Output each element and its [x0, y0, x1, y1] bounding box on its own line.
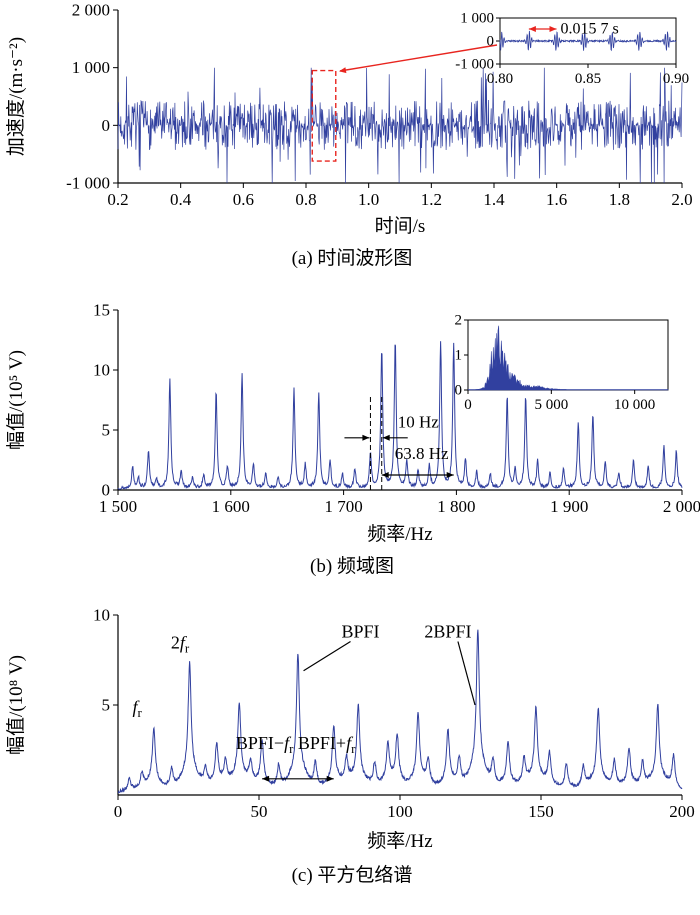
x-axis-label: 频率/Hz — [367, 523, 432, 545]
arrowhead — [339, 67, 347, 74]
inset-x-tick-label: 0.85 — [575, 71, 601, 87]
chart-caption: (a) 时间波形图 — [292, 247, 413, 269]
waveform-series — [117, 67, 683, 184]
frequency-spectrum-chart: 1 500 1 600 1 700 1 800 1 900 2 000051015频率/H… — [5, 301, 700, 578]
x-tick-label: 1 500 — [99, 497, 137, 516]
peak-label: fr — [133, 697, 143, 720]
x-tick-label: 1 800 — [437, 497, 475, 516]
inset-y-tick-label: 1 000 — [460, 11, 494, 27]
x-tick-label: 100 — [387, 802, 413, 821]
y-tick-label: 5 — [102, 696, 111, 715]
inset-y-tick-label: -1 000 — [455, 57, 494, 73]
y-tick-label: 0 — [102, 481, 111, 500]
peak-label: 2fr — [171, 632, 190, 655]
x-tick-label: 0 — [114, 802, 123, 821]
y-tick-label: 2 000 — [72, 1, 110, 20]
x-tick-label: 2 000 — [663, 497, 700, 516]
arrowhead — [382, 434, 390, 441]
x-tick-label: 1 600 — [212, 497, 250, 516]
inset-y-tick-label: 2 — [455, 313, 463, 329]
x-tick-label: 200 — [669, 802, 695, 821]
highlight-box — [311, 69, 337, 162]
peak-label: 2BPFI — [424, 622, 471, 642]
arrowhead — [362, 434, 370, 441]
y-tick-label: 15 — [93, 301, 110, 320]
label-pointer-line — [303, 640, 351, 672]
y-axis-label: 幅值/(10⁸ V) — [5, 655, 27, 755]
inset-y-tick-label: 1 — [455, 348, 463, 364]
chart-caption: (c) 平方包络谱 — [292, 864, 413, 886]
spacing-63hz-label: 63.8 Hz — [395, 444, 449, 463]
y-axis-label: 幅值/(10⁵ V) — [5, 350, 27, 450]
x-tick-label: 1 900 — [550, 497, 588, 516]
y-tick-label: -1 000 — [66, 174, 110, 193]
period-annotation: 0.015 7 s — [560, 21, 618, 38]
envelope-spectrum-series — [117, 629, 683, 794]
x-tick-label: 1.6 — [546, 190, 567, 209]
y-tick-label: 5 — [102, 421, 111, 440]
callout-line — [339, 44, 498, 72]
x-tick-label: 0.8 — [295, 190, 316, 209]
label-pointer-line — [457, 641, 476, 706]
inset-y-tick-label: 0 — [487, 34, 495, 50]
inset-x-tick-label: 0.90 — [663, 71, 689, 87]
y-tick-label: 10 — [93, 361, 110, 380]
arrowhead — [549, 26, 557, 32]
inset-x-tick-label: 10 000 — [614, 397, 655, 413]
x-tick-label: 1 700 — [324, 497, 362, 516]
time-waveform-chart: 0.2 0.4 0.6 0.8 1.0 1.2 1.4 1.6 1.8 2.0 -1 000 0 1 0… — [5, 1, 693, 270]
x-tick-label: 1.2 — [421, 190, 442, 209]
inset-waveform-series — [499, 30, 677, 52]
x-tick-label: 150 — [528, 802, 554, 821]
chart-caption: (b) 频域图 — [310, 555, 394, 577]
x-tick-label: 1.8 — [609, 190, 630, 209]
arrowhead — [326, 775, 334, 782]
arrowhead — [446, 472, 454, 478]
inset-y-tick-label: 0 — [455, 383, 463, 399]
x-tick-label: 1.4 — [483, 190, 505, 209]
squared-envelope-spectrum-chart: 0 50 100 150 200 5 10 频率/Hz 幅值/(10⁸ V) (c) 平方包络谱 f… — [5, 606, 695, 887]
y-tick-label: 0 — [102, 116, 111, 135]
arrowhead — [381, 472, 389, 478]
x-tick-label: 1.0 — [358, 190, 379, 209]
x-tick-label: 50 — [251, 802, 268, 821]
y-tick-label: 10 — [93, 606, 110, 625]
inset-x-tick-label: 5 000 — [534, 397, 568, 413]
inset-fullband-spectrum — [467, 325, 669, 391]
inset-x-tick-label: 0 — [464, 397, 472, 413]
arrowhead — [528, 26, 536, 32]
x-tick-label: 0.4 — [170, 190, 192, 209]
arrowhead — [262, 775, 270, 782]
spectrum-series — [117, 341, 683, 490]
x-tick-label: 2.0 — [671, 190, 692, 209]
x-tick-label: 0.6 — [233, 190, 254, 209]
y-axis-label: 加速度/(m·s⁻²) — [5, 37, 27, 156]
inset-x-tick-label: 0.80 — [487, 71, 513, 87]
y-tick-label: 1 000 — [72, 58, 110, 77]
x-axis-label: 频率/Hz — [367, 830, 432, 852]
peak-label: BPFI−fr BPFI+fr — [236, 733, 356, 756]
spacing-10hz-label: 10 Hz — [398, 413, 440, 432]
peak-label: BPFI — [342, 622, 380, 642]
x-axis-label: 时间/s — [375, 215, 426, 237]
x-tick-label: 0.2 — [107, 190, 128, 209]
